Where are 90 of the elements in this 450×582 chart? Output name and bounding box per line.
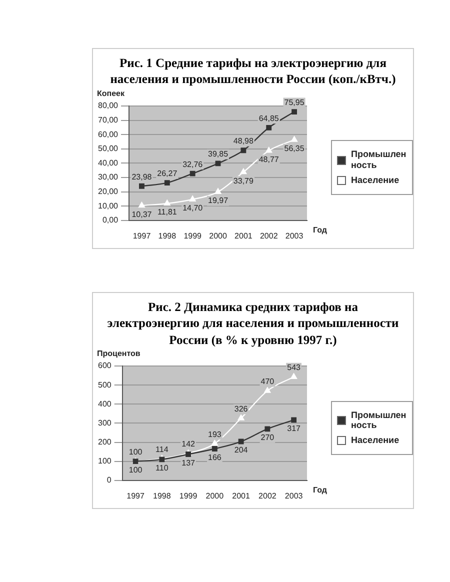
data-label: 48,77	[258, 154, 280, 164]
data-label: 19,97	[208, 196, 229, 205]
chart-title: Рис. 1 Средние тарифы на электроэнергию для населения и промышленности России (коп./кВтч.)	[109, 55, 397, 88]
x-tick-label: 2002	[260, 230, 278, 240]
data-label: 39,85	[208, 149, 229, 158]
y-tick-label: 300	[98, 418, 112, 428]
x-tick-label: 2002	[258, 491, 277, 500]
point	[240, 147, 246, 153]
y-tick-label: 600	[98, 360, 112, 370]
data-label: 142	[182, 439, 196, 448]
x-tick-label: 1998	[158, 230, 177, 240]
y-axis-title: Процентов	[97, 348, 140, 358]
point	[214, 188, 222, 194]
data-label: 100	[128, 447, 143, 456]
y-tick-label: 0,00	[102, 215, 119, 224]
point	[291, 416, 297, 422]
point	[240, 168, 247, 174]
x-tick-label: 1998	[153, 491, 172, 500]
y-tick-label: 10,00	[98, 200, 119, 210]
legend-label: Промышленность	[351, 410, 407, 432]
point	[238, 438, 244, 444]
data-label: 75,95	[284, 97, 305, 106]
point	[164, 199, 170, 206]
point	[291, 136, 298, 142]
point	[292, 108, 298, 114]
data-label: 317	[287, 424, 302, 433]
y-tick-label: 0	[106, 475, 112, 484]
x-tick-label: 2001	[234, 230, 253, 240]
y-tick-label: 200	[98, 437, 112, 446]
data-label: 193	[208, 430, 222, 439]
x-axis-title: Год	[313, 485, 327, 494]
y-tick-label: 80,00	[98, 100, 119, 110]
data-label: 543	[287, 362, 302, 372]
y-tick-label: 40,00	[98, 158, 119, 167]
x-tick-label: 1999	[184, 230, 202, 240]
data-label: 32,76	[182, 159, 204, 168]
legend-label: Население	[351, 435, 400, 446]
point	[290, 373, 298, 379]
data-label: 100	[128, 465, 143, 474]
point	[264, 386, 271, 393]
y-tick-label: 70,00	[98, 115, 119, 124]
y-tick-label: 500	[98, 380, 112, 390]
point	[211, 440, 218, 446]
data-label: 270	[260, 432, 275, 442]
y-tick-label: 20,00	[98, 186, 119, 196]
x-tick-label: 2000	[206, 491, 224, 500]
data-label: 11,81	[157, 207, 178, 216]
data-label: 14,70	[182, 203, 204, 212]
point	[189, 195, 196, 201]
data-label: 10,37	[132, 209, 152, 218]
y-axis-title: Копеек	[97, 88, 126, 98]
x-tick-label: 2003	[284, 491, 304, 500]
data-label: 48,98	[233, 136, 254, 146]
y-tick-label: 400	[98, 399, 112, 408]
data-label: 26,27	[157, 168, 178, 178]
x-tick-label: 2000	[209, 230, 228, 240]
data-label: 114	[156, 444, 169, 454]
data-label: 23,98	[132, 172, 152, 181]
y-tick-label: 50,00	[98, 144, 119, 153]
x-tick-label: 1997	[132, 230, 152, 240]
point	[266, 146, 272, 152]
data-label: 166	[208, 452, 222, 462]
point	[238, 414, 244, 420]
chart-title: Рис. 2 Динамика средних тарифов на электроэнергию для населения и промышленности России (в % к уровню 1997 г.)	[106, 299, 400, 348]
y-tick-label: 60,00	[98, 129, 119, 138]
legend-label: Промышленность	[351, 149, 407, 171]
data-label: 326	[234, 404, 248, 414]
x-tick-label: 2003	[285, 230, 304, 240]
y-tick-label: 30,00	[98, 172, 119, 182]
data-label: 33,79	[233, 176, 254, 185]
point	[215, 160, 221, 166]
y-tick-label: 100	[98, 456, 112, 466]
x-tick-label: 1997	[126, 491, 145, 500]
x-tick-label: 1999	[179, 491, 198, 500]
x-tick-label: 2001	[232, 491, 250, 500]
data-label: 470	[260, 376, 275, 386]
point	[264, 426, 270, 432]
point	[139, 182, 144, 188]
data-label: 137	[182, 458, 196, 468]
data-label: 110	[156, 463, 169, 472]
data-label: 56,35	[284, 144, 305, 153]
point	[212, 446, 218, 452]
data-label: 64,85	[258, 113, 280, 122]
legend-label: Население	[351, 174, 400, 186]
data-label: 204	[234, 445, 248, 454]
x-axis-title: Год	[313, 225, 327, 234]
point	[186, 451, 192, 457]
point	[190, 170, 196, 176]
point	[138, 201, 145, 208]
point	[164, 180, 170, 186]
